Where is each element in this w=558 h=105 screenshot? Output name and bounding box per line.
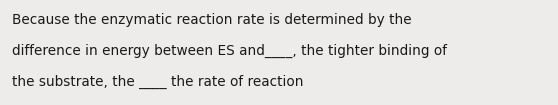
Text: the substrate, the ____ the rate of reaction: the substrate, the ____ the rate of reac…: [12, 75, 304, 89]
Text: difference in energy between ES and____, the tighter binding of: difference in energy between ES and____,…: [12, 44, 448, 58]
Text: Because the enzymatic reaction rate is determined by the: Because the enzymatic reaction rate is d…: [12, 13, 412, 27]
